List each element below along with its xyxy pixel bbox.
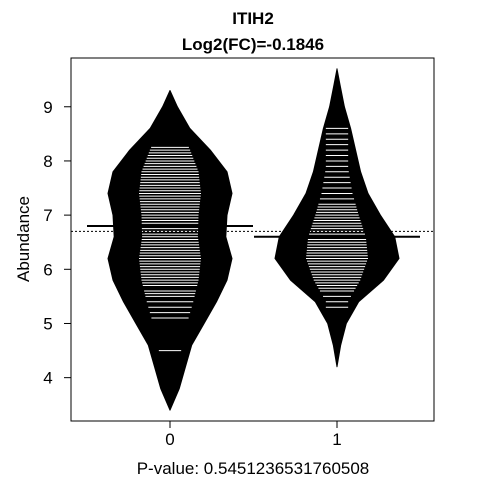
y-tick-label: 6 [43,260,52,279]
chart-title: ITIH2 [232,9,274,28]
x-tick-label: 1 [332,430,341,449]
chart-subtitle: Log2(FC)=-0.1846 [182,35,324,54]
y-tick-label: 7 [43,206,52,225]
y-tick-label: 9 [43,98,52,117]
y-tick-label: 8 [43,152,52,171]
y-axis: 4 5 6 7 8 9 [43,98,71,388]
beans-layer [71,69,434,410]
y-axis-label: Abundance [14,196,33,282]
x-axis-label: P-value: 0.5451236531760508 [137,459,370,478]
y-tick-label: 5 [43,314,52,333]
y-tick-label: 4 [43,369,52,388]
x-tick-label: 0 [165,430,174,449]
